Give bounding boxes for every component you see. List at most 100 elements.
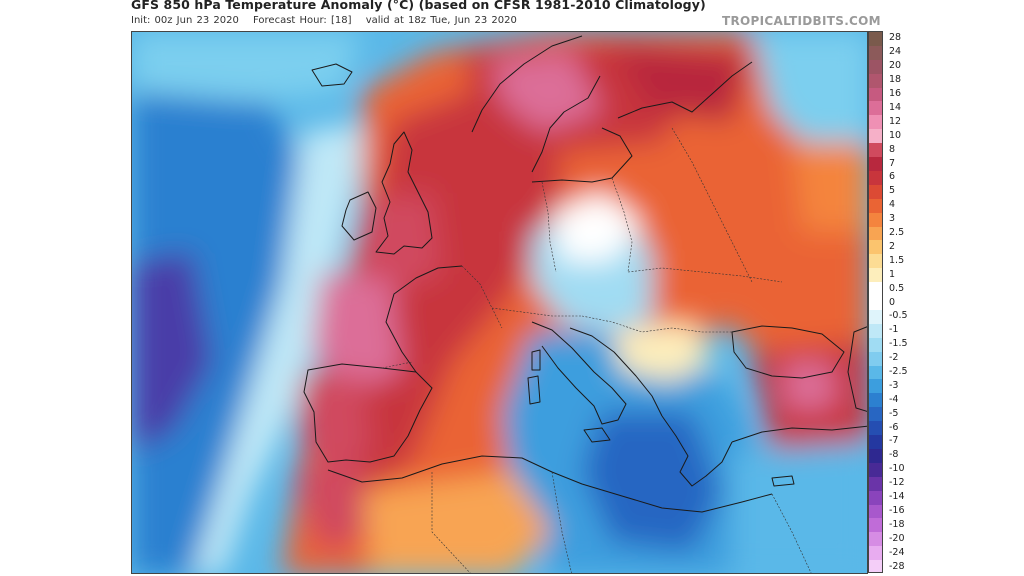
- chart-subtitle: Init: 00z Jun 23 2020 Forecast Hour: [18…: [131, 15, 527, 26]
- border-russia: [671, 127, 753, 283]
- hot-north-africa: [292, 462, 372, 552]
- colorbar-segment: [869, 115, 882, 130]
- colorbar-label: -16: [889, 504, 905, 516]
- colorbar-label: 2.5: [889, 227, 905, 238]
- colorbar-label: -2: [889, 352, 899, 364]
- border-germany-poland: [541, 181, 557, 273]
- greece-coast: [661, 415, 733, 487]
- colorbar-segment: [869, 462, 882, 478]
- colorbar-segment: [869, 129, 882, 144]
- colorbar-segment: [869, 337, 882, 353]
- sardinia-coast: [527, 375, 541, 405]
- colorbar-segment: [869, 254, 882, 269]
- colorbar-label: 7: [889, 157, 896, 169]
- border-france-germany: [461, 265, 503, 329]
- colorbar-label: -3: [889, 379, 899, 391]
- hot-finland: [612, 42, 752, 122]
- border-balkans: [581, 315, 732, 333]
- colorbar-segment: [869, 212, 882, 228]
- colorbar-segment: [869, 296, 882, 311]
- turkey-coast: [731, 425, 867, 443]
- colorbar-segment: [869, 476, 882, 492]
- colorbar-segment: [869, 184, 882, 200]
- colorbar-segment: [869, 546, 882, 561]
- colorbar-label: 20: [889, 60, 902, 72]
- colorbar-label: -20: [889, 532, 905, 544]
- colorbar-segment: [869, 504, 882, 519]
- colorbar-label: -4: [889, 393, 899, 405]
- colorbar-segment: [869, 73, 882, 89]
- atlantic-cool-top: [132, 32, 362, 102]
- colorbar-segment: [869, 560, 882, 572]
- colorbar-label: -6: [889, 421, 899, 433]
- very-hot-scandinavia: [492, 52, 602, 132]
- border-middle-east: [771, 493, 812, 573]
- very-hot-iberia: [297, 372, 372, 472]
- colorbar-label: -12: [889, 477, 905, 489]
- corsica-coast: [531, 349, 541, 371]
- colorbar-segment: [869, 407, 882, 422]
- cool-east-med: [732, 442, 867, 573]
- iceland-coast: [311, 63, 353, 87]
- colorbar-label: 14: [889, 101, 902, 113]
- border-ukraine: [627, 267, 783, 283]
- colorbar-label: 1.5: [889, 254, 905, 266]
- border-north-africa-2: [551, 471, 572, 573]
- colorbar-label: -1: [889, 324, 899, 336]
- colorbar-label: 0.5: [889, 282, 905, 294]
- anomaly-map: [131, 31, 868, 574]
- border-alps: [491, 307, 582, 317]
- colorbar-segment: [869, 32, 882, 47]
- atlantic-deep-cold: [132, 72, 302, 573]
- colorbar-segment: [869, 490, 882, 505]
- colorbar-segment: [869, 351, 882, 367]
- colorbar-segment: [869, 379, 882, 394]
- anomaly-map-svg: [132, 32, 867, 573]
- colorbar-segment: [869, 365, 882, 380]
- colorbar-label: 12: [889, 115, 902, 127]
- colorbar-label: 8: [889, 143, 896, 155]
- country-borders: [381, 127, 812, 573]
- norway-coast: [471, 35, 583, 133]
- colorbar-label: 0: [889, 296, 896, 308]
- anomaly-field: [132, 32, 867, 573]
- colorbar-label: 28: [889, 32, 902, 44]
- colorbar-label: 4: [889, 199, 896, 211]
- colorbar-segment: [869, 518, 882, 533]
- colorbar-segment: [869, 268, 882, 283]
- colorbar-segment: [869, 157, 882, 172]
- neutral-central-europe: [552, 192, 642, 262]
- britain-coast: [375, 131, 433, 255]
- iberia-coast: [303, 363, 433, 463]
- colorbar-segment: [869, 240, 882, 255]
- colorbar-label: -28: [889, 560, 905, 572]
- black-sea-coast: [731, 325, 845, 379]
- colorbar-label: 16: [889, 88, 902, 100]
- very-hot-france: [312, 272, 402, 392]
- sweden-coast: [531, 75, 601, 173]
- ireland-coast: [341, 191, 377, 241]
- colorbar-segment: [869, 45, 882, 61]
- warm-sahara: [362, 472, 552, 573]
- colorbar-segment: [869, 143, 882, 158]
- colorbar-segment: [869, 435, 882, 450]
- colorbar-segment: [869, 282, 882, 297]
- colorbar-segment: [869, 393, 882, 408]
- colorbar-segment: [869, 170, 882, 186]
- colorbar-segment: [869, 87, 882, 102]
- cyprus-coast: [771, 475, 795, 487]
- cool-baltic-north: [752, 32, 867, 152]
- forecast-hour: Forecast Hour: [18]: [253, 15, 352, 26]
- border-north-africa: [431, 472, 471, 573]
- colorbar-label: -1.5: [889, 338, 908, 350]
- italy-coast: [531, 321, 627, 425]
- colorbar-label: -14: [889, 491, 905, 503]
- colorbar-label: 5: [889, 185, 896, 197]
- atlantic-coldest: [132, 252, 212, 452]
- very-hot-black-sea: [782, 362, 837, 412]
- colorbar-segment: [869, 323, 882, 339]
- colorbar-label: 18: [889, 74, 902, 86]
- init-time: Init: 00z Jun 23 2020: [131, 15, 239, 26]
- colorbar-label: -2.5: [889, 365, 908, 377]
- colorbar-label: -24: [889, 546, 905, 558]
